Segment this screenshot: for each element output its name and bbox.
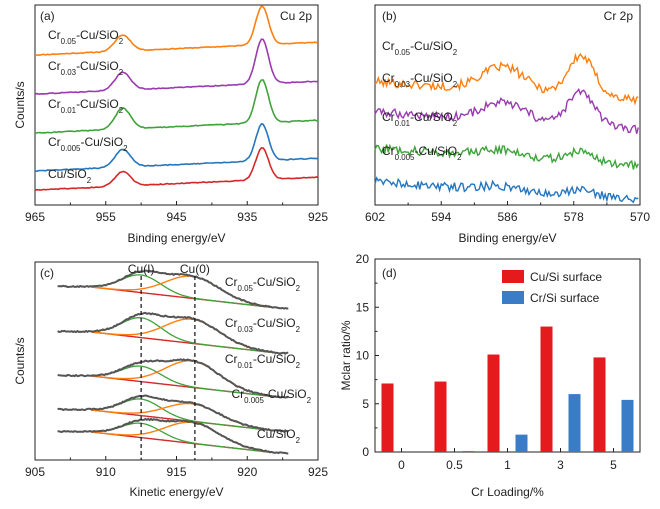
annotation: Cr 2p (604, 9, 634, 23)
marker-label: Cu(0) (180, 262, 210, 276)
x-tick-label: 1 (504, 458, 511, 472)
panel-a: Cr0.05-Cu/SiO2 Cr0.03-Cu/SiO2 Cr0.01-Cu/Si… (13, 4, 328, 245)
x-tick-label: 945 (166, 210, 186, 224)
bar-cu-si (434, 381, 447, 452)
x-tick-label: 586 (497, 210, 517, 224)
y-axis-label: Counts/s (13, 337, 27, 384)
marker-label: Cu(I) (128, 262, 155, 276)
y-tick-label: 5 (362, 397, 369, 411)
y-tick-label: 0 (362, 445, 369, 459)
y-axis-label: Counts/s (13, 81, 27, 128)
series-line (34, 147, 319, 191)
series-line (374, 87, 639, 134)
y-tick-label: 20 (356, 252, 370, 266)
annotation: Cu 2p (280, 9, 312, 23)
x-tick-label: 920 (237, 465, 257, 479)
series-label: Cr0.03-Cu/SiO2 (382, 71, 457, 89)
series-label: Cr0.05-Cu/SiO2 (48, 28, 123, 46)
y-tick-label: 15 (356, 300, 370, 314)
series-line (374, 176, 639, 204)
x-tick-label: 594 (431, 210, 451, 224)
panel-letter: (c) (40, 266, 54, 280)
x-axis-label: Cr Loading/% (471, 485, 544, 499)
series-label: Cr0.01-Cu/SiO2 (382, 110, 457, 128)
x-tick-label: 0.5 (446, 458, 463, 472)
panel-d: 0 5 10 15 20 0 0.5 1 3 5 Cu/Si surface Cr/Si surfac… (339, 252, 641, 499)
x-tick-label: 570 (630, 210, 650, 224)
bar-cu-si (381, 383, 394, 452)
x-tick-label: 578 (564, 210, 584, 224)
series-line (35, 123, 319, 172)
x-axis-label: Binding energy/eV (127, 231, 225, 245)
y-tick-label: 10 (356, 349, 370, 363)
bar-cu-si (487, 354, 500, 452)
series-label: Cr0.05-Cu/SiO2 (225, 275, 300, 293)
legend-label: Cr/Si surface (530, 291, 600, 305)
series-line (57, 417, 289, 455)
panel-letter: (d) (382, 266, 397, 280)
axes-frame (374, 4, 641, 206)
legend-label: Cu/Si surface (530, 270, 602, 284)
x-axis-label: Kinetic energy/eV (129, 485, 223, 499)
x-tick-label: 925 (308, 465, 328, 479)
legend-swatch (502, 291, 524, 304)
x-tick-label: 5 (610, 458, 617, 472)
legend-swatch (502, 270, 524, 283)
series-line (57, 269, 289, 310)
x-tick-label: 915 (166, 465, 186, 479)
x-tick-label: 3 (557, 458, 564, 472)
series-label: Cr0.01-Cu/SiO2 (48, 97, 123, 115)
bar-cu-si (540, 326, 553, 452)
panel-c: Cr0.05-Cu/SiO2 Cr0.03-Cu/SiO2 Cr0.01-Cu/Si… (13, 261, 328, 499)
x-tick-label: 955 (96, 210, 116, 224)
series-label: Cr0.05-Cu/SiO2 (382, 39, 457, 57)
series-line (34, 5, 319, 56)
panel-letter: (b) (382, 9, 397, 23)
bar-cr-si (462, 451, 475, 452)
x-tick-label: 905 (25, 465, 45, 479)
bar-cr-si (515, 434, 528, 452)
series-label: Cr0.03-Cu/SiO2 (48, 59, 123, 77)
series-label: Cr0.03-Cu/SiO2 (225, 316, 300, 334)
series-line (34, 79, 319, 134)
series-label: Cr0.005-Cu/SiO2 (231, 387, 311, 405)
series-label: Cu/SiO2 (257, 427, 300, 445)
x-tick-label: 935 (237, 210, 257, 224)
series-label: Cu/SiO2 (48, 167, 91, 185)
x-tick-label: 0 (398, 458, 405, 472)
series-line (374, 52, 639, 106)
series-line (34, 38, 318, 95)
legend: Cu/Si surface Cr/Si surface (502, 270, 602, 305)
x-tick-label: 910 (96, 465, 116, 479)
series-line (374, 143, 639, 170)
panel-letter: (a) (40, 9, 55, 23)
panel-b: Cr0.05-Cu/SiO2 Cr0.03-Cu/SiO2 Cr0.01-Cu/Si… (365, 4, 650, 245)
series-label: Cr0.01-Cu/SiO2 (225, 352, 300, 370)
series-line (57, 311, 289, 355)
series-label: Cr0.005-Cu/SiO2 (382, 144, 462, 162)
series-line (57, 358, 289, 399)
x-tick-label: 965 (25, 210, 45, 224)
y-axis-label: Mclar ratio/% (339, 320, 353, 390)
series-line (57, 394, 289, 433)
x-tick-label: 925 (308, 210, 328, 224)
bar-cr-si (621, 399, 634, 452)
bar-cr-si (568, 394, 581, 452)
bar-cu-si (593, 357, 606, 452)
series-label: Cr0.005-Cu/SiO2 (48, 135, 128, 153)
x-tick-label: 602 (365, 210, 385, 224)
x-axis-label: Binding energy/eV (458, 231, 556, 245)
